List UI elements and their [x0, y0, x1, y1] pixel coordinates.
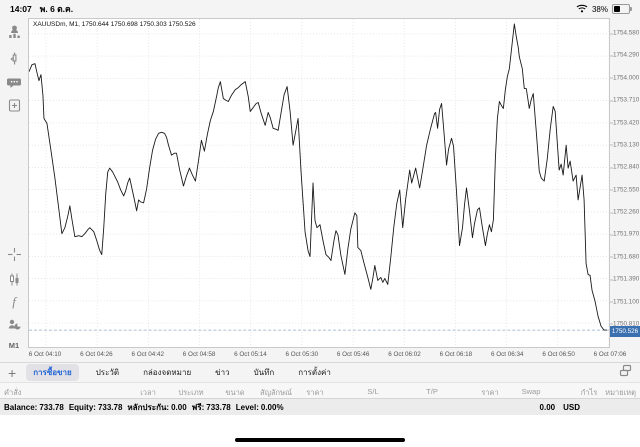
new-order-icon[interactable] [0, 98, 28, 113]
balance-label: Balance: [4, 402, 38, 412]
price-axis-label: 1754.290 [609, 51, 640, 59]
bottom-area [0, 415, 640, 447]
time-axis-label: 6 Oct 06:50 [542, 351, 575, 358]
tab-journal[interactable]: บันทึก [253, 368, 275, 377]
balance-value: 733.78 [39, 402, 64, 412]
col-comment: หมายเหตุ [605, 388, 636, 397]
time-axis-label: 6 Oct 05:46 [336, 351, 370, 358]
equity-label: Equity: [68, 402, 96, 412]
chat-icon[interactable] [0, 75, 28, 90]
col-price-current: ราคา [481, 388, 499, 397]
chart-plot[interactable] [29, 19, 609, 347]
price-axis-label: 1752.840 [609, 163, 640, 171]
price-axis-label: 1754.000 [609, 74, 640, 82]
wifi-icon [576, 4, 588, 15]
margin-label: หลักประกัน: [127, 402, 170, 412]
time-axis-label: 6 Oct 06:02 [388, 351, 421, 358]
battery-percent: 38% [591, 4, 608, 14]
chart-mode-icon[interactable] [0, 51, 28, 66]
price-axis-label: 1754.580 [609, 29, 640, 37]
bottom-tab-bar: + การซื้อขาย ประวัติ กล่องจดหมาย ข่าว บั… [0, 362, 640, 382]
free-margin-value: 733.78 [206, 402, 231, 412]
col-sl: S/L [367, 387, 379, 396]
col-profit: กำไร [580, 388, 598, 397]
col-price-open: ราคา [306, 388, 324, 397]
total-profit-value: 0.00 [539, 402, 556, 412]
col-type: ประเภท [178, 388, 204, 397]
tab-settings[interactable]: การตั้งค่า [298, 368, 331, 377]
current-price-tag: 1750.526 [610, 326, 640, 337]
price-axis-label: 1752.550 [609, 186, 640, 194]
battery-icon [612, 4, 632, 14]
status-bar: 14:07 พ. 6 ต.ค. 38% [0, 0, 640, 18]
account-summary-bar: Balance: 733.78 Equity: 733.78 หลักประกั… [0, 398, 640, 415]
price-axis-label: 1751.100 [609, 298, 640, 306]
free-margin-label: ฟรี: [191, 402, 205, 412]
account-icon[interactable] [0, 24, 28, 39]
candles-icon[interactable] [0, 272, 28, 287]
time-axis-label: 6 Oct 04:42 [131, 351, 164, 358]
account-currency: USD [563, 402, 580, 412]
time-axis: 6 Oct 04:10 6 Oct 04:26 6 Oct 04:42 6 Oct 0… [28, 348, 627, 362]
chart-gridlines [29, 19, 609, 347]
chart-ohlc-header: XAUUSDm, M1, 1750.644 1750.698 1750.303 … [33, 21, 196, 28]
col-symbol: สัญลักษณ์ [259, 388, 293, 397]
tab-history[interactable]: ประวัติ [95, 368, 120, 377]
orders-table-header-row: คำสั่ง เวลา ประเภท ขนาด สัญลักษณ์ ราคา S… [0, 382, 640, 399]
col-order: คำสั่ง [4, 388, 22, 397]
layout-icon[interactable] [619, 364, 632, 382]
price-axis-label: 1753.710 [609, 96, 640, 104]
price-axis-label: 1751.390 [609, 275, 640, 283]
time-axis-label: 6 Oct 07:06 [593, 351, 627, 358]
col-swap: Swap [521, 387, 541, 396]
col-time: เวลา [140, 388, 156, 397]
price-axis-label: 1751.970 [609, 230, 640, 238]
col-tp: T/P [426, 387, 438, 396]
tab-mailbox[interactable]: กล่องจดหมาย [143, 368, 192, 377]
price-line-series [29, 23, 608, 331]
level-value: 0.00% [260, 402, 284, 412]
time-axis-label: 6 Oct 05:30 [285, 351, 319, 358]
plus-icon[interactable]: + [8, 364, 17, 381]
time-axis-label: 6 Oct 06:34 [490, 351, 524, 358]
price-axis-label: 1750.810 [609, 320, 640, 328]
price-axis-label: 1753.130 [609, 141, 640, 149]
time-axis-label: 6 Oct 05:14 [234, 351, 267, 358]
time-axis-label: 6 Oct 04:58 [182, 351, 216, 358]
home-indicator[interactable] [235, 438, 405, 442]
tab-news[interactable]: ข่าว [215, 368, 230, 377]
status-time: 14:07 [10, 4, 32, 14]
indicators-icon[interactable]: f [12, 294, 16, 309]
status-date: พ. 6 ต.ค. [39, 4, 74, 14]
price-axis: 1750.526 1754.580 1754.290 1754.000 1753.71… [609, 18, 640, 348]
price-axis-label: 1753.420 [609, 119, 640, 127]
level-label: Level: [235, 402, 259, 412]
tab-trade[interactable]: การซื้อขาย [26, 364, 79, 381]
time-axis-label: 6 Oct 04:26 [80, 351, 113, 358]
price-axis-label: 1752.260 [609, 208, 640, 216]
status-indicators: 38% [576, 4, 632, 15]
col-volume: ขนาด [225, 388, 245, 397]
equity-value: 733.78 [97, 402, 123, 412]
price-chart[interactable]: XAUUSDm, M1, 1750.644 1750.698 1750.303 … [28, 18, 610, 348]
crosshair-icon[interactable] [0, 247, 28, 262]
time-axis-label: 6 Oct 06:18 [439, 351, 473, 358]
time-axis-label: 6 Oct 04:10 [28, 351, 62, 358]
timeframe-label[interactable]: M1 [8, 341, 20, 350]
price-axis-label: 1751.680 [609, 253, 640, 261]
objects-icon[interactable] [0, 317, 28, 332]
left-toolbar: f M1 [0, 18, 28, 362]
margin-value: 0.00 [171, 402, 187, 412]
